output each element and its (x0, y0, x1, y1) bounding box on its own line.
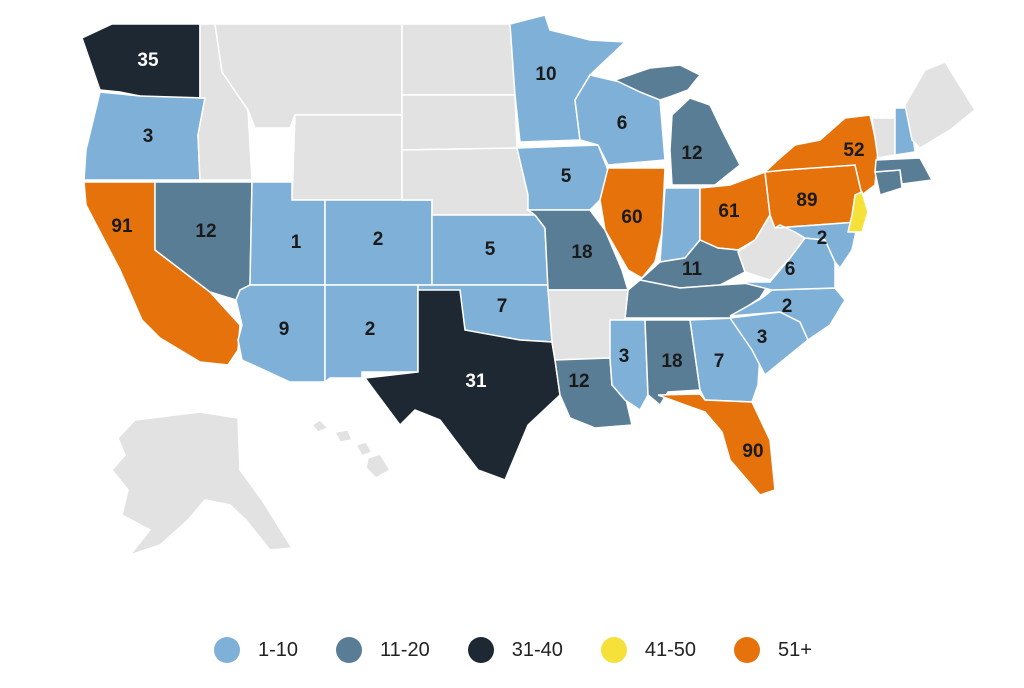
value-label-OR: 3 (143, 126, 154, 147)
state-WY[interactable] (291, 114, 403, 201)
value-label-KY: 11 (682, 259, 703, 280)
value-label-WA: 35 (137, 50, 159, 71)
legend-item-51-plus: 51+ (734, 637, 812, 663)
state-MI[interactable] (613, 64, 741, 186)
value-label-NV: 12 (195, 221, 216, 242)
legend-label: 11-20 (380, 638, 430, 661)
state-NC[interactable] (729, 287, 846, 342)
value-label-NY: 52 (843, 140, 864, 161)
legend-label: 1-10 (258, 638, 299, 661)
state-SD[interactable] (401, 94, 518, 151)
state-ME[interactable] (904, 61, 976, 149)
value-label-NM: 2 (365, 319, 376, 340)
value-label-OH: 61 (718, 201, 740, 222)
state-CT[interactable] (874, 169, 903, 196)
value-label-AL: 18 (661, 351, 682, 372)
state-ND[interactable] (401, 23, 516, 96)
value-label-CO: 2 (373, 229, 384, 250)
state-MA[interactable] (874, 157, 934, 185)
value-label-NC: 2 (782, 296, 793, 317)
legend-swatch (467, 637, 494, 663)
legend-label: 51+ (778, 638, 812, 661)
value-label-FL: 90 (742, 441, 763, 462)
value-label-KS: 5 (485, 239, 496, 260)
state-TX[interactable] (363, 289, 561, 481)
legend-label: 31-40 (511, 638, 563, 661)
value-label-CA: 91 (111, 216, 133, 237)
value-label-UT: 1 (291, 232, 302, 253)
legend-swatch (734, 637, 761, 663)
state-value-labels: 35 3 91 12 1 2 9 2 5 7 31 10 5 18 6 60 1… (111, 50, 864, 462)
legend-item-11-20: 11-20 (336, 637, 430, 663)
legend-item-31-40: 31-40 (467, 637, 563, 663)
value-label-MN: 10 (535, 64, 556, 85)
state-AK[interactable] (111, 411, 294, 557)
legend-swatch (336, 637, 363, 663)
state-WI[interactable] (574, 74, 666, 166)
value-label-LA: 12 (568, 371, 589, 392)
legend-swatch (214, 637, 240, 663)
value-label-IL: 60 (621, 207, 642, 228)
value-label-AZ: 9 (279, 319, 290, 340)
value-label-WI: 6 (617, 113, 628, 134)
value-label-OK: 7 (497, 296, 508, 317)
state-HI[interactable] (310, 419, 392, 479)
value-label-MI: 12 (681, 143, 702, 164)
value-label-VA: 6 (785, 259, 796, 280)
value-label-MD: 2 (817, 228, 828, 249)
legend-swatch (600, 637, 627, 663)
value-label-MO: 18 (571, 242, 592, 263)
legend-label: 41-50 (644, 638, 697, 661)
value-label-IA: 5 (561, 166, 572, 187)
legend-item-41-50: 41-50 (600, 637, 697, 663)
value-label-MS: 3 (619, 346, 630, 367)
value-label-SC: 3 (757, 327, 768, 348)
state-FL[interactable] (657, 393, 776, 496)
value-label-PA: 89 (796, 190, 817, 211)
state-NJ[interactable] (847, 190, 869, 233)
value-label-GA: 7 (714, 351, 725, 372)
legend-item-1-10: 1-10 (214, 637, 298, 663)
state-MD[interactable] (774, 221, 859, 270)
legend: 1-10 11-20 31-40 41-50 51+ (214, 632, 850, 668)
value-label-TX: 31 (465, 371, 487, 392)
